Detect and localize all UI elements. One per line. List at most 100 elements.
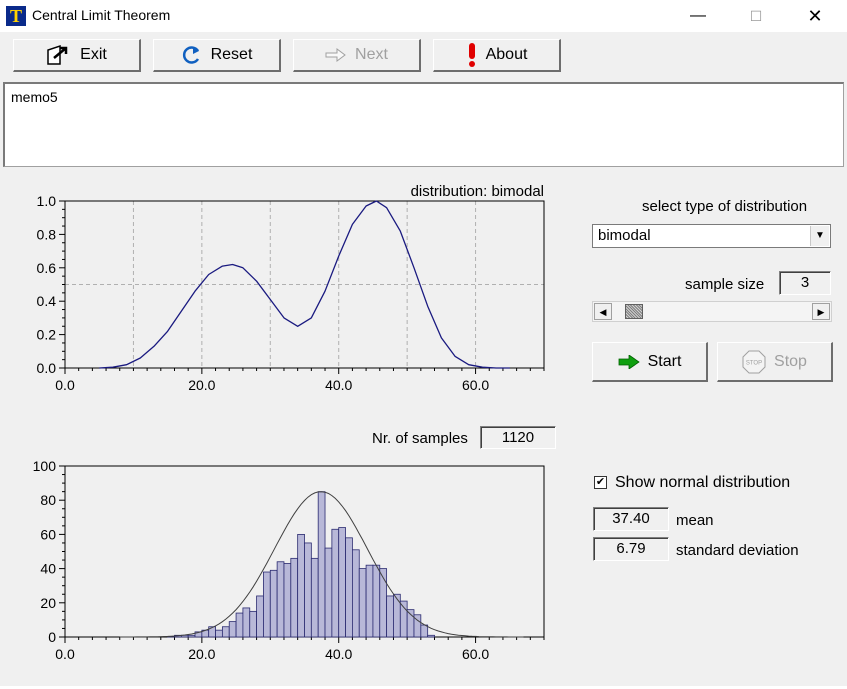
x-tick-label: 0.0 bbox=[55, 377, 75, 393]
exclamation-icon bbox=[468, 43, 475, 67]
histogram-bar bbox=[386, 595, 394, 638]
scroll-left-icon[interactable]: ◀ bbox=[594, 303, 612, 320]
distribution-select[interactable]: bimodal ▼ bbox=[592, 224, 831, 248]
y-tick-label: 100 bbox=[33, 458, 57, 474]
stop-label: Stop bbox=[774, 352, 807, 370]
histogram-bar bbox=[399, 600, 408, 638]
histogram-bar bbox=[228, 621, 237, 638]
histogram-bar bbox=[420, 624, 429, 638]
mean-value: 37.40 bbox=[593, 507, 669, 531]
start-arrow-icon bbox=[618, 354, 640, 369]
start-button[interactable]: Start bbox=[592, 342, 708, 382]
y-tick-label: 40 bbox=[40, 561, 56, 577]
x-tick-label: 60.0 bbox=[462, 646, 489, 662]
x-tick-label: 0.0 bbox=[55, 646, 75, 662]
histogram-bar bbox=[283, 563, 292, 638]
density-line bbox=[99, 200, 510, 369]
stop-icon: STOP bbox=[742, 350, 766, 373]
y-tick-label: 20 bbox=[40, 595, 56, 611]
y-tick-label: 80 bbox=[40, 492, 56, 508]
maximize-button[interactable]: ☐ bbox=[749, 8, 763, 24]
sd-value: 6.79 bbox=[593, 537, 669, 561]
app-icon: T bbox=[6, 6, 26, 26]
y-tick-label: 0.6 bbox=[37, 260, 57, 276]
next-button[interactable]: Next bbox=[293, 39, 421, 72]
histogram-bar bbox=[290, 557, 299, 638]
x-tick-label: 40.0 bbox=[325, 377, 352, 393]
histogram-bar bbox=[215, 629, 223, 638]
memo-box[interactable]: memo5 bbox=[3, 82, 844, 167]
checkmark-icon: ✔ bbox=[595, 476, 606, 488]
about-label: About bbox=[485, 46, 528, 63]
histogram-bar bbox=[338, 527, 346, 638]
histogram-bar bbox=[221, 626, 230, 638]
x-tick-label: 20.0 bbox=[188, 646, 215, 662]
window-title: Central Limit Theorem bbox=[32, 7, 171, 23]
show-normal-label[interactable]: Show normal distribution bbox=[615, 474, 791, 491]
y-tick-label: 0.2 bbox=[37, 327, 57, 343]
samples-count: 1120 bbox=[480, 426, 556, 449]
y-tick-label: 60 bbox=[40, 526, 56, 542]
x-tick-label: 60.0 bbox=[462, 377, 489, 393]
histogram-bar bbox=[263, 571, 271, 638]
histogram-bar bbox=[351, 549, 360, 638]
y-tick-label: 0 bbox=[48, 629, 56, 645]
close-button[interactable]: ✕ bbox=[807, 6, 823, 26]
exit-button[interactable]: Exit bbox=[13, 39, 141, 72]
histogram-chart: 0 20 40 60 80 100 0.0 20.0 40.0 60.0 bbox=[33, 458, 545, 662]
chart-title: distribution: bimodal bbox=[411, 183, 544, 200]
histogram-bar bbox=[331, 528, 340, 638]
exit-label: Exit bbox=[80, 46, 107, 63]
toolbar: Exit Reset Next About bbox=[0, 32, 847, 80]
reset-button[interactable]: Reset bbox=[153, 39, 281, 72]
minimize-button[interactable]: — bbox=[690, 7, 706, 24]
histogram-bar bbox=[365, 564, 374, 638]
stop-button[interactable]: STOP Stop bbox=[717, 342, 833, 382]
sample-size-value: 3 bbox=[779, 271, 831, 295]
histogram-bar bbox=[269, 569, 278, 638]
histogram-bar bbox=[256, 595, 264, 638]
y-tick-label: 0.0 bbox=[37, 360, 57, 376]
scroll-right-icon[interactable]: ▶ bbox=[812, 303, 830, 320]
histogram-bar bbox=[372, 564, 381, 638]
show-normal-checkbox[interactable]: ✔ bbox=[594, 476, 607, 489]
chevron-down-icon[interactable]: ▼ bbox=[810, 226, 829, 246]
reset-label: Reset bbox=[210, 46, 253, 63]
distribution-chart: 0.0 0.2 0.4 0.6 0.8 1.0 0.0 20.0 40.0 60.0 distrib… bbox=[37, 183, 545, 393]
histogram-bar bbox=[242, 607, 251, 638]
reset-icon bbox=[182, 46, 199, 64]
x-tick-label: 40.0 bbox=[325, 646, 352, 662]
start-label: Start bbox=[647, 352, 682, 370]
y-tick-label: 0.4 bbox=[37, 293, 57, 309]
title-bar: T Central Limit Theorem — ☐ ✕ bbox=[0, 0, 847, 32]
distribution-select-value: bimodal bbox=[598, 227, 651, 244]
histogram-bar bbox=[393, 593, 401, 638]
next-label: Next bbox=[355, 46, 388, 63]
histogram-bar bbox=[276, 561, 285, 638]
x-tick-label: 20.0 bbox=[188, 377, 215, 393]
select-distribution-label: select type of distribution bbox=[642, 198, 808, 215]
memo-text: memo5 bbox=[11, 89, 58, 105]
about-button[interactable]: About bbox=[433, 39, 561, 72]
slider-thumb[interactable] bbox=[625, 304, 643, 319]
mean-label: mean bbox=[676, 512, 714, 529]
histogram-bar bbox=[358, 568, 367, 638]
sample-size-label: sample size bbox=[685, 276, 765, 293]
sd-label: standard deviation bbox=[676, 542, 799, 559]
normal-curve bbox=[119, 491, 524, 638]
histogram-bar bbox=[297, 534, 305, 638]
next-arrow-icon bbox=[325, 48, 346, 62]
histogram-bar bbox=[317, 491, 326, 638]
histogram-bar bbox=[324, 547, 333, 638]
stop-icon-text: STOP bbox=[746, 360, 762, 366]
histogram-bar bbox=[427, 634, 435, 638]
y-tick-label: 1.0 bbox=[37, 193, 57, 209]
exit-icon bbox=[47, 44, 68, 65]
histogram-bar bbox=[249, 610, 257, 638]
histogram-bar bbox=[235, 612, 244, 638]
sample-size-slider[interactable]: ◀ ▶ bbox=[592, 301, 832, 322]
histogram-bar bbox=[379, 568, 388, 638]
histogram-bar bbox=[304, 542, 312, 638]
y-tick-label: 0.8 bbox=[37, 226, 57, 242]
histogram-bar bbox=[187, 634, 196, 638]
